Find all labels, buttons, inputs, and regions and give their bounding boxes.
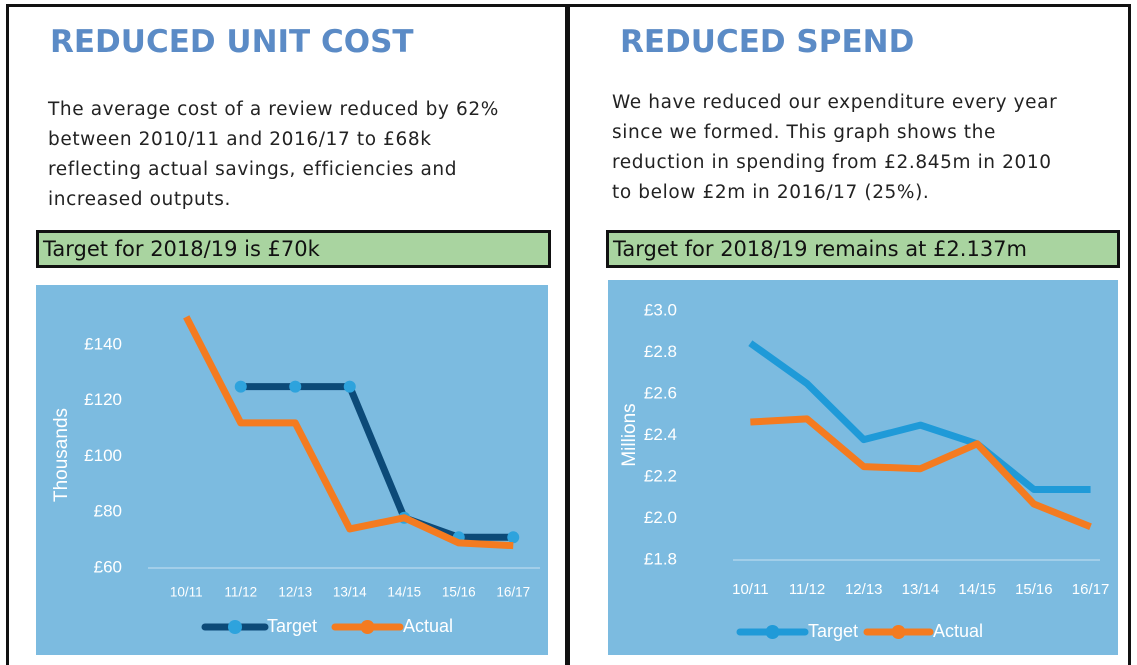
paragraph-line: between 2010/11 and 2016/17 to £68k xyxy=(48,129,432,150)
marker xyxy=(343,380,356,393)
heading: REDUCED SPEND xyxy=(620,24,915,60)
y-tick-label: £2.8 xyxy=(644,342,677,361)
frame-right xyxy=(1128,4,1131,665)
x-tick-label: 10/11 xyxy=(170,585,203,600)
paragraph-line: reflecting actual savings, efficiencies … xyxy=(48,159,458,180)
legend-label: Actual xyxy=(933,621,983,641)
target-banner: Target for 2018/19 remains at £2.137m xyxy=(606,230,1120,268)
x-tick-label: 16/17 xyxy=(1072,581,1110,598)
chart: £1.8 £2.0 £2.2 £2.4 £2.6 £2.8 £3.0 Millions 10/1… xyxy=(608,280,1118,655)
marker xyxy=(507,531,520,544)
paragraph-line: reduction in spending from £2.845m in 20… xyxy=(612,152,1052,173)
x-tick-label: 15/16 xyxy=(1015,581,1053,598)
chart: £60 £80 £100 £120 £140 Thousands 10/11 11/12 12/… xyxy=(36,285,548,655)
paragraph-line: We have reduced our expenditure every ye… xyxy=(612,92,1058,113)
series-line xyxy=(748,340,1091,493)
paragraph-line: The average cost of a review reduced by … xyxy=(48,99,499,120)
legend-marker xyxy=(765,625,780,639)
x-tick-label: 14/15 xyxy=(958,581,996,598)
y-tick-label: £1.8 xyxy=(644,549,677,568)
frame-divider xyxy=(565,4,570,665)
paragraph: The average cost of a review reduced by … xyxy=(48,95,499,215)
x-tick-label: 13/14 xyxy=(333,585,367,600)
x-tick-label: 11/12 xyxy=(224,585,257,600)
y-tick-label: £120 xyxy=(84,390,122,409)
x-tick-label: 10/11 xyxy=(732,581,768,598)
y-tick-label: £2.0 xyxy=(644,508,677,527)
x-tick-label: 13/14 xyxy=(902,581,940,598)
x-tick-label: 12/13 xyxy=(278,585,312,600)
y-tick-label: £3.0 xyxy=(644,300,677,319)
y-tick-label: £140 xyxy=(84,334,122,353)
y-axis-title: Thousands xyxy=(51,408,72,502)
y-tick-label: £2.2 xyxy=(644,466,677,485)
x-tick-label: 14/15 xyxy=(387,585,421,600)
x-tick-label: 16/17 xyxy=(496,585,530,600)
paragraph-line: to below £2m in 2016/17 (25%). xyxy=(612,182,930,203)
y-tick-label: £2.4 xyxy=(644,425,677,444)
series-line xyxy=(750,415,1092,531)
y-tick-label: £2.6 xyxy=(644,383,677,402)
legend-marker xyxy=(891,625,906,639)
legend-marker xyxy=(360,620,375,634)
legend-label: Target xyxy=(808,621,858,641)
y-tick-label: £60 xyxy=(94,557,122,576)
y-tick-label: £80 xyxy=(94,502,122,521)
paragraph-line: increased outputs. xyxy=(48,189,231,210)
marker xyxy=(234,380,247,393)
y-tick-label: £100 xyxy=(84,446,122,465)
marker xyxy=(289,380,302,393)
x-tick-label: 11/12 xyxy=(789,581,825,598)
target-banner: Target for 2018/19 is £70k xyxy=(36,230,551,268)
legend-label: Target xyxy=(267,616,317,636)
x-tick-label: 15/16 xyxy=(442,585,476,600)
series-line xyxy=(183,315,514,550)
heading: REDUCED UNIT COST xyxy=(50,24,414,60)
legend-marker xyxy=(228,620,242,634)
frame-left xyxy=(6,4,9,665)
paragraph-line: since we formed. This graph shows the xyxy=(612,122,996,143)
legend-label: Actual xyxy=(403,616,453,636)
x-tick-label: 12/13 xyxy=(845,581,883,598)
series-line xyxy=(240,383,514,541)
plot-background xyxy=(36,285,548,655)
y-axis-title: Millions xyxy=(619,403,640,466)
paragraph: We have reduced our expenditure every ye… xyxy=(612,88,1057,208)
